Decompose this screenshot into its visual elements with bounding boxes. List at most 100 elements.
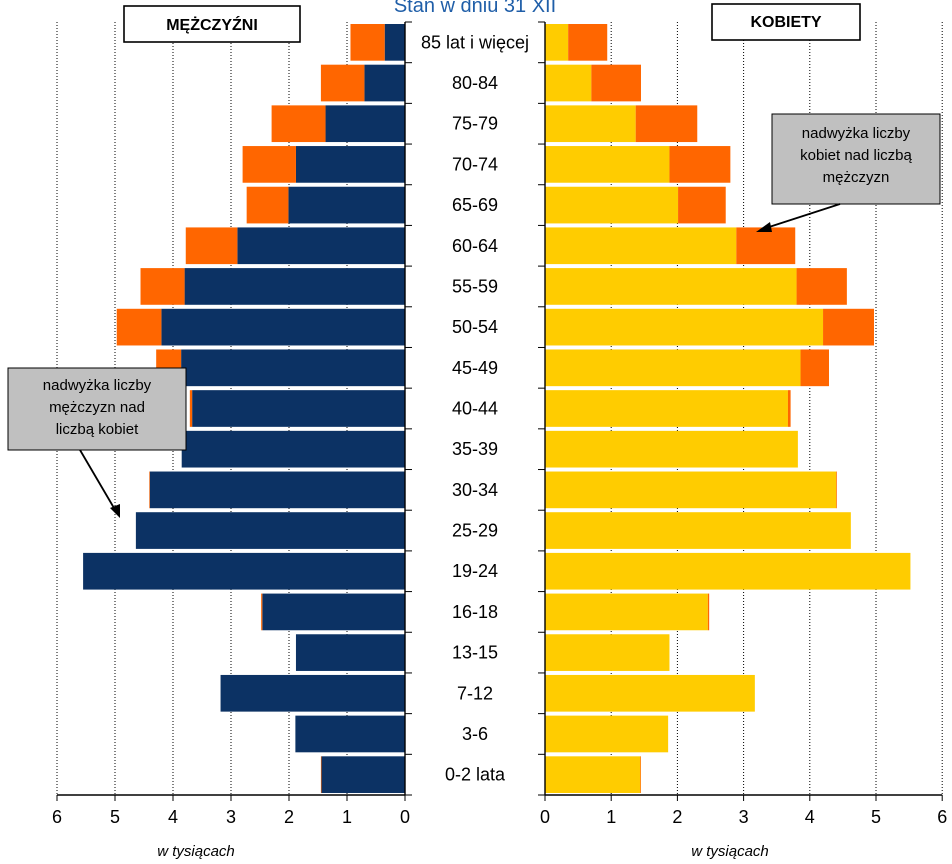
bar-women-9: [545, 390, 788, 427]
bar-women-surplus-2: [635, 105, 698, 143]
bar-women-surplus-6: [796, 268, 847, 305]
category-label-7: 50-54: [452, 317, 498, 337]
bar-men-16: [220, 674, 405, 712]
bar-women-surplus-9: [787, 390, 791, 427]
category-label-14: 16-18: [452, 602, 498, 622]
category-label-6: 55-59: [452, 276, 498, 296]
bar-women-4: [545, 186, 679, 224]
bar-men-gap-7: [116, 308, 162, 346]
callout-male-line-0: nadwyżka liczby: [43, 377, 152, 394]
bar-men-9: [192, 390, 405, 427]
bar-women-11: [545, 471, 837, 509]
bar-women-surplus-7: [823, 308, 875, 346]
bar-men-12: [135, 512, 405, 549]
callout-female-line-2: mężczyzn: [823, 169, 890, 186]
bar-men-gap-4: [246, 186, 289, 224]
bar-women-10: [545, 430, 798, 468]
category-label-0: 85 lat i więcej: [421, 32, 529, 52]
tick-label-men-2: 2: [284, 807, 294, 827]
category-labels: 85 lat i więcej 80-84 75-79 70-74 65-69 60-64…: [421, 32, 529, 784]
panel-title-men-text: MĘŻCZYŹNI: [166, 15, 258, 34]
tick-label-women-1: 1: [606, 807, 616, 827]
bar-men-gap-5: [185, 227, 238, 265]
bar-women-1: [545, 64, 592, 102]
tick-label-men-4: 4: [168, 807, 178, 827]
category-label-18: 0-2 lata: [445, 765, 506, 785]
callout-female-line-0: nadwyżka liczby: [802, 125, 911, 142]
category-label-11: 30-34: [452, 480, 498, 500]
bar-women-3: [545, 146, 670, 183]
bar-men-2: [325, 105, 405, 143]
bar-men-8: [181, 349, 405, 387]
tick-label-women-4: 4: [805, 807, 815, 827]
callout-female-surplus: nadwyżka liczby kobiet nad liczbą mężczyzn: [756, 113, 941, 232]
tick-label-women-0: 0: [540, 807, 550, 827]
bar-women-16: [545, 674, 755, 712]
bar-men-gap-0: [350, 24, 385, 61]
bar-men-gap-18: [320, 756, 322, 793]
bar-women-6: [545, 268, 797, 305]
bar-men-7: [161, 308, 405, 346]
panel-title-women-text: KOBIETY: [750, 14, 821, 31]
category-label-10: 35-39: [452, 439, 498, 459]
tick-labels: 0 0 1 1 2 2 3 3 4 4 5 5 6 6: [52, 807, 947, 827]
tick-label-women-5: 5: [871, 807, 881, 827]
bar-men-gap-6: [140, 268, 185, 305]
bar-women-surplus-8: [800, 349, 829, 387]
bar-women-surplus-3: [669, 146, 731, 183]
callout-male-line-2: liczbą kobiet: [56, 421, 139, 438]
bar-women-13: [545, 552, 911, 590]
callout-male-surplus: nadwyżka liczby mężczyzn nad liczbą kobiet: [7, 367, 187, 518]
tick-label-women-6: 6: [937, 807, 947, 827]
category-label-13: 19-24: [452, 561, 498, 581]
bar-women-8: [545, 349, 801, 387]
category-label-3: 70-74: [452, 154, 498, 174]
bar-women-surplus-5: [736, 227, 796, 265]
bar-women-5: [545, 227, 737, 265]
tick-label-men-1: 1: [342, 807, 352, 827]
category-label-2: 75-79: [452, 114, 498, 134]
bar-men-gap-2: [271, 105, 326, 143]
bar-men-gap-14: [261, 593, 263, 631]
panel-title-women: KOBIETY: [711, 3, 861, 41]
category-label-1: 80-84: [452, 73, 498, 93]
bar-men-0: [384, 24, 405, 61]
bar-women-surplus-1: [591, 64, 641, 102]
bar-women-7: [545, 308, 824, 346]
category-label-16: 7-12: [457, 683, 493, 703]
category-label-4: 65-69: [452, 195, 498, 215]
axes: [56, 21, 943, 801]
bar-women-0: [545, 24, 569, 61]
category-label-15: 13-15: [452, 643, 498, 663]
bar-women-surplus-14: [707, 593, 710, 631]
category-label-8: 45-49: [452, 358, 498, 378]
tick-label-men-0: 0: [400, 807, 410, 827]
bar-men-10: [181, 430, 405, 468]
bar-women-surplus-11: [836, 471, 837, 509]
chart-title: Stan w dniu 31 XII: [394, 0, 556, 17]
bar-women-surplus-4: [678, 186, 726, 224]
bar-men-gap-9: [189, 390, 193, 427]
bar-women-17: [545, 715, 669, 753]
bar-women-surplus-0: [568, 24, 608, 61]
bar-women-14: [545, 593, 708, 631]
unit-label-women: w tysiącach: [691, 843, 769, 860]
tick-label-women-3: 3: [739, 807, 749, 827]
bar-men-5: [237, 227, 405, 265]
bar-women-12: [545, 512, 851, 549]
callout-female-line-1: kobiet nad liczbą: [800, 147, 912, 164]
bar-men-gap-1: [320, 64, 365, 102]
category-label-9: 40-44: [452, 399, 498, 419]
bar-men-gap-11: [149, 471, 150, 509]
bars-layer: [83, 24, 911, 793]
callout-male-line-1: mężczyzn nad: [49, 399, 145, 416]
bar-men-4: [288, 186, 405, 224]
bar-men-1: [364, 64, 405, 102]
tick-label-men-5: 5: [110, 807, 120, 827]
tick-label-men-3: 3: [226, 807, 236, 827]
bar-men-gap-3: [242, 146, 296, 183]
unit-label-men: w tysiącach: [157, 843, 235, 860]
bar-men-11: [149, 471, 405, 509]
bar-women-15: [545, 634, 670, 671]
